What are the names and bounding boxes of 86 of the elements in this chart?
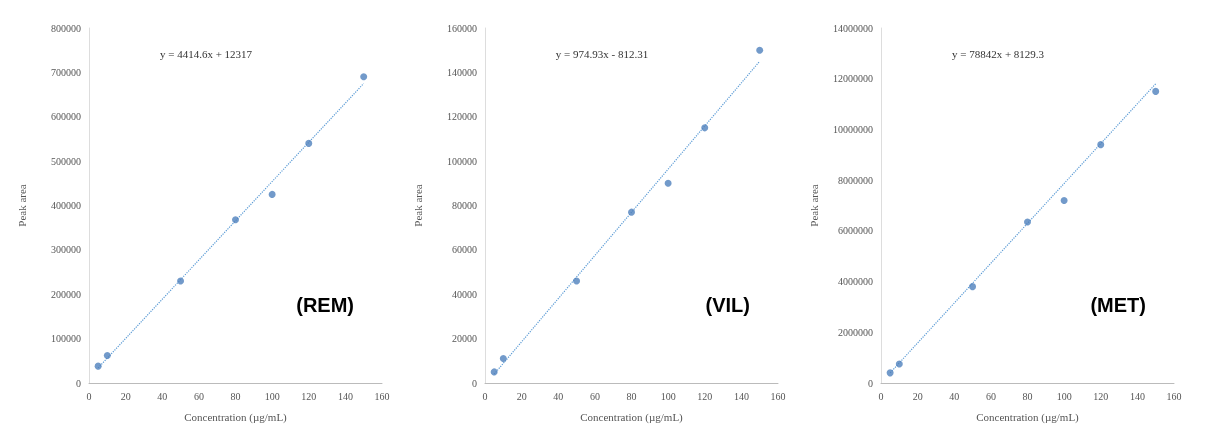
y-tick-label: 100000: [51, 333, 81, 345]
y-tick-label: 80000: [452, 200, 477, 211]
y-tick-label: 60000: [452, 244, 477, 256]
x-tick-label: 120: [301, 390, 317, 402]
y-axis-title: Peak area: [411, 184, 424, 227]
x-tick-label: 20: [516, 390, 527, 402]
y-tick-label: 600000: [51, 111, 81, 123]
y-tick-label: 400000: [51, 200, 81, 211]
point: [886, 369, 894, 377]
y-tick-label: 300000: [51, 244, 81, 256]
point: [573, 277, 581, 285]
y-tick-label: 140000: [447, 66, 477, 78]
point: [664, 179, 672, 187]
annotation: y = 78842x + 8129.3: [951, 47, 1045, 60]
x-tick-label: 20: [120, 390, 131, 402]
point: [268, 190, 276, 198]
x-axis-title: Concentration (µg/mL): [976, 410, 1080, 424]
y-tick-label: 160000: [447, 22, 477, 34]
x-tick-label: 120: [1093, 390, 1109, 402]
x-tick-label: 0: [482, 390, 488, 402]
point: [490, 368, 498, 376]
x-tick-label: 0: [878, 390, 884, 402]
x-tick-label: 140: [1129, 390, 1145, 402]
y-tick-label: 120000: [447, 111, 477, 123]
y-tick-label: 200000: [51, 288, 81, 300]
point: [94, 362, 102, 370]
annotation: y = 974.93x - 812.31: [555, 47, 649, 60]
x-tick-label: 0: [86, 390, 92, 402]
y-tick-label: 12000000: [833, 73, 873, 85]
y-tick-label: 0: [868, 377, 873, 389]
x-tick-label: 60: [985, 390, 996, 402]
x-tick-label: 40: [157, 390, 168, 402]
x-tick-label: 40: [949, 390, 960, 402]
y-tick-label: 800000: [51, 22, 81, 34]
point: [1024, 218, 1031, 226]
y-tick-label: 8000000: [838, 174, 873, 186]
y-tick-label: 14000000: [833, 22, 873, 34]
annotation: (VIL): [705, 294, 750, 316]
x-tick-label: 100: [1056, 390, 1072, 402]
x-tick-label: 20: [912, 390, 923, 402]
x-tick-label: 160: [770, 390, 786, 402]
x-tick-label: 140: [337, 390, 353, 402]
point: [1152, 87, 1160, 95]
x-tick-label: 100: [660, 390, 676, 402]
point: [1097, 141, 1105, 149]
x-tick-label: 160: [374, 390, 390, 402]
y-tick-label: 40000: [452, 288, 477, 300]
x-tick-label: 60: [193, 390, 204, 402]
x-axis-title: Concentration (µg/mL): [184, 410, 288, 424]
x-tick-label: 80: [626, 390, 637, 402]
x-tick-label: 60: [589, 390, 600, 402]
annotation: (MET): [1090, 294, 1147, 316]
point: [103, 351, 111, 359]
y-tick-label: 0: [76, 377, 81, 389]
x-tick-label: 80: [230, 390, 241, 402]
x-tick-label: 160: [1166, 390, 1182, 402]
y-tick-label: 500000: [51, 155, 81, 167]
point: [969, 283, 977, 291]
point: [1060, 196, 1068, 204]
point: [628, 208, 635, 216]
point: [305, 139, 313, 147]
y-tick-label: 20000: [452, 333, 477, 345]
y-tick-label: 2000000: [838, 326, 873, 338]
y-tick-label: 0: [472, 377, 477, 389]
point: [499, 355, 507, 363]
x-axis-title: Concentration (µg/mL): [580, 410, 684, 424]
y-tick-label: 6000000: [838, 225, 873, 237]
annotation: (REM): [296, 294, 354, 316]
annotation: y = 4414.6x + 12317: [159, 47, 253, 60]
point: [177, 277, 185, 285]
y-axis-title: Peak area: [807, 184, 820, 227]
x-tick-label: 120: [697, 390, 713, 402]
point: [756, 46, 764, 54]
x-tick-label: 80: [1022, 390, 1033, 402]
y-tick-label: 4000000: [838, 276, 873, 288]
point: [232, 216, 239, 224]
y-axis-title: Peak area: [15, 184, 28, 227]
x-tick-label: 40: [553, 390, 564, 402]
y-tick-label: 10000000: [833, 123, 873, 135]
point: [895, 360, 903, 368]
x-tick-label: 100: [264, 390, 280, 402]
point: [701, 124, 709, 132]
x-tick-label: 140: [733, 390, 749, 402]
point: [360, 73, 368, 81]
y-tick-label: 100000: [447, 155, 477, 167]
y-tick-label: 700000: [51, 66, 81, 78]
